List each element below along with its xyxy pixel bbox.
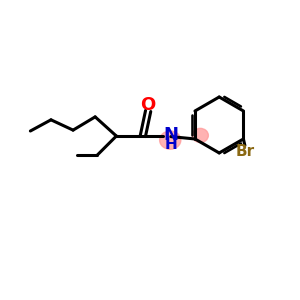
Text: Br: Br xyxy=(235,144,254,159)
Ellipse shape xyxy=(192,128,208,142)
Text: O: O xyxy=(140,96,156,114)
Text: H: H xyxy=(164,137,177,152)
Ellipse shape xyxy=(160,131,181,149)
Text: N: N xyxy=(163,126,178,144)
